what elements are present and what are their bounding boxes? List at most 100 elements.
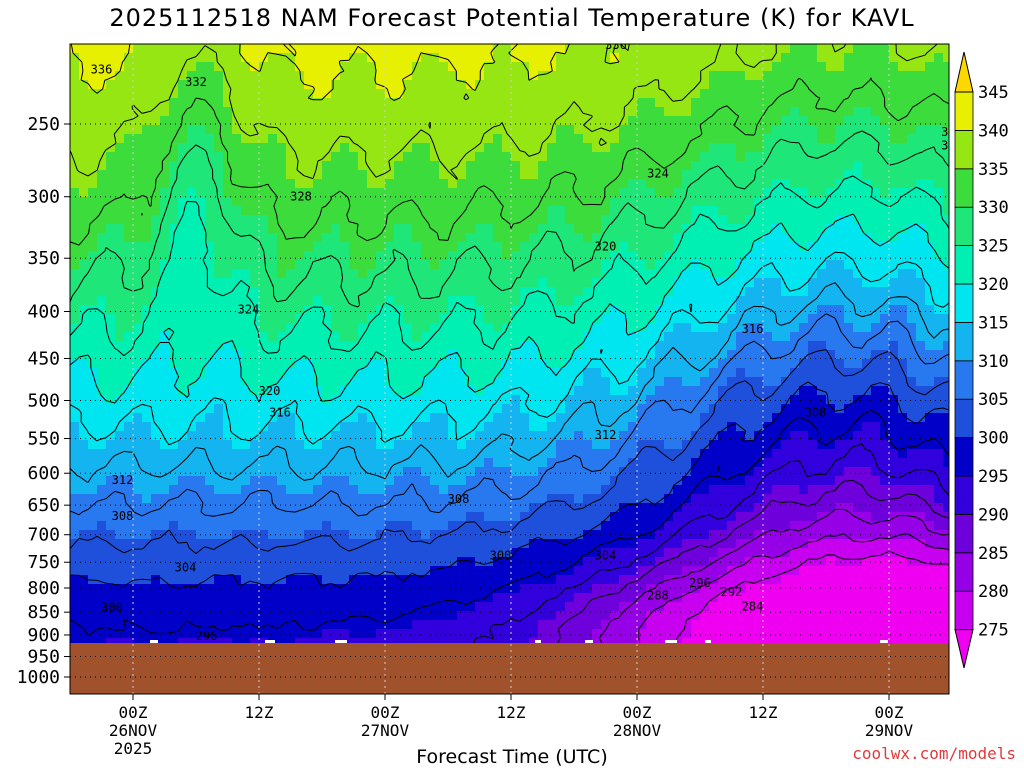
- field-cell: [133, 107, 143, 117]
- field-cell: [772, 449, 782, 459]
- field-cell: [250, 413, 260, 423]
- field-cell: [286, 287, 296, 297]
- field-cell: [655, 413, 665, 423]
- field-cell: [619, 242, 629, 252]
- field-cell: [646, 251, 656, 261]
- field-cell: [538, 440, 548, 450]
- field-cell: [511, 116, 521, 126]
- field-cell: [70, 188, 80, 198]
- field-cell: [385, 413, 395, 423]
- field-cell: [241, 314, 251, 324]
- field-cell: [772, 332, 782, 342]
- field-cell: [754, 251, 764, 261]
- field-cell: [412, 260, 422, 270]
- field-cell: [844, 296, 854, 306]
- field-cell: [808, 89, 818, 99]
- field-cell: [916, 125, 926, 135]
- field-cell: [304, 422, 314, 432]
- field-cell: [268, 53, 278, 63]
- field-cell: [178, 305, 188, 315]
- field-cell: [826, 134, 836, 144]
- field-cell: [763, 413, 773, 423]
- field-cell: [250, 350, 260, 360]
- field-cell: [772, 152, 782, 162]
- field-cell: [889, 485, 899, 495]
- field-cell: [88, 134, 98, 144]
- field-cell: [268, 341, 278, 351]
- field-cell: [376, 107, 386, 117]
- field-cell: [673, 143, 683, 153]
- field-cell: [394, 53, 404, 63]
- field-cell: [592, 440, 602, 450]
- field-cell: [772, 305, 782, 315]
- field-cell: [142, 395, 152, 405]
- field-cell: [250, 476, 260, 486]
- field-cell: [484, 170, 494, 180]
- field-cell: [880, 413, 890, 423]
- field-cell: [835, 422, 845, 432]
- field-cell: [943, 98, 949, 108]
- field-cell: [862, 350, 872, 360]
- field-cell: [556, 215, 566, 225]
- field-cell: [151, 260, 161, 270]
- field-cell: [700, 62, 710, 72]
- field-cell: [178, 359, 188, 369]
- field-cell: [691, 278, 701, 288]
- field-cell: [664, 125, 674, 135]
- field-cell: [907, 143, 917, 153]
- field-cell: [394, 395, 404, 405]
- field-cell: [691, 269, 701, 279]
- field-cell: [799, 197, 809, 207]
- field-cell: [826, 215, 836, 225]
- field-cell: [286, 278, 296, 288]
- field-cell: [502, 350, 512, 360]
- field-cell: [205, 197, 215, 207]
- field-cell: [916, 152, 926, 162]
- field-cell: [592, 179, 602, 189]
- field-cell: [520, 341, 530, 351]
- field-cell: [340, 170, 350, 180]
- field-cell: [286, 395, 296, 405]
- field-cell: [358, 395, 368, 405]
- field-cell: [673, 44, 683, 54]
- field-cell: [502, 386, 512, 396]
- field-cell: [682, 485, 692, 495]
- field-cell: [547, 449, 557, 459]
- field-cell: [106, 485, 116, 495]
- field-cell: [673, 413, 683, 423]
- field-cell: [475, 377, 485, 387]
- field-cell: [313, 260, 323, 270]
- field-cell: [790, 386, 800, 396]
- field-cell: [250, 287, 260, 297]
- field-cell: [583, 152, 593, 162]
- field-cell: [727, 395, 737, 405]
- field-cell: [592, 116, 602, 126]
- field-cell: [367, 197, 377, 207]
- field-cell: [142, 386, 152, 396]
- field-cell: [250, 422, 260, 432]
- field-cell: [790, 485, 800, 495]
- field-cell: [907, 215, 917, 225]
- field-cell: [169, 161, 179, 171]
- field-cell: [682, 278, 692, 288]
- field-cell: [556, 107, 566, 117]
- field-cell: [367, 476, 377, 486]
- field-cell: [448, 377, 458, 387]
- field-cell: [403, 368, 413, 378]
- field-cell: [313, 494, 323, 504]
- field-cell: [394, 242, 404, 252]
- field-cell: [601, 116, 611, 126]
- field-cell: [565, 179, 575, 189]
- field-cell: [556, 197, 566, 207]
- field-cell: [259, 107, 269, 117]
- field-cell: [799, 233, 809, 243]
- field-cell: [223, 251, 233, 261]
- field-cell: [943, 413, 949, 423]
- field-cell: [70, 359, 80, 369]
- field-cell: [826, 179, 836, 189]
- field-cell: [232, 305, 242, 315]
- field-cell: [619, 260, 629, 270]
- field-cell: [646, 404, 656, 414]
- field-cell: [439, 242, 449, 252]
- field-cell: [799, 71, 809, 81]
